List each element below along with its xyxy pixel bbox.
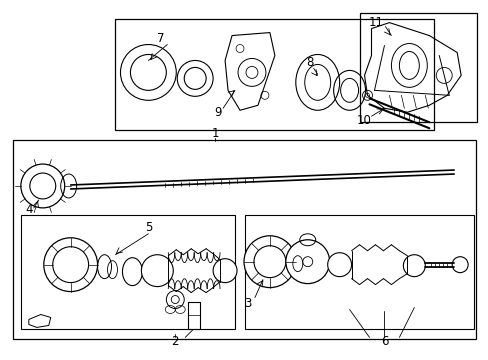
Text: 8: 8	[305, 56, 313, 69]
Circle shape	[285, 240, 329, 284]
Bar	[244, 215, 473, 329]
Text: 4: 4	[25, 203, 33, 216]
Text: 6: 6	[380, 335, 387, 348]
Circle shape	[327, 253, 351, 276]
Circle shape	[21, 164, 64, 208]
Circle shape	[141, 255, 173, 287]
Text: 9: 9	[214, 106, 222, 119]
Text: 7: 7	[156, 32, 164, 45]
Bar	[13, 140, 475, 339]
Bar	[359, 13, 476, 122]
Text: 5: 5	[144, 221, 152, 234]
Circle shape	[403, 255, 425, 276]
Bar	[21, 215, 235, 329]
Text: 1: 1	[211, 127, 219, 140]
Text: 3: 3	[244, 297, 251, 310]
Circle shape	[244, 236, 295, 288]
Circle shape	[213, 259, 237, 283]
Text: 2: 2	[171, 335, 179, 348]
Text: 11: 11	[368, 16, 383, 29]
Circle shape	[451, 257, 467, 273]
Text: 10: 10	[356, 114, 371, 127]
Circle shape	[44, 238, 98, 292]
